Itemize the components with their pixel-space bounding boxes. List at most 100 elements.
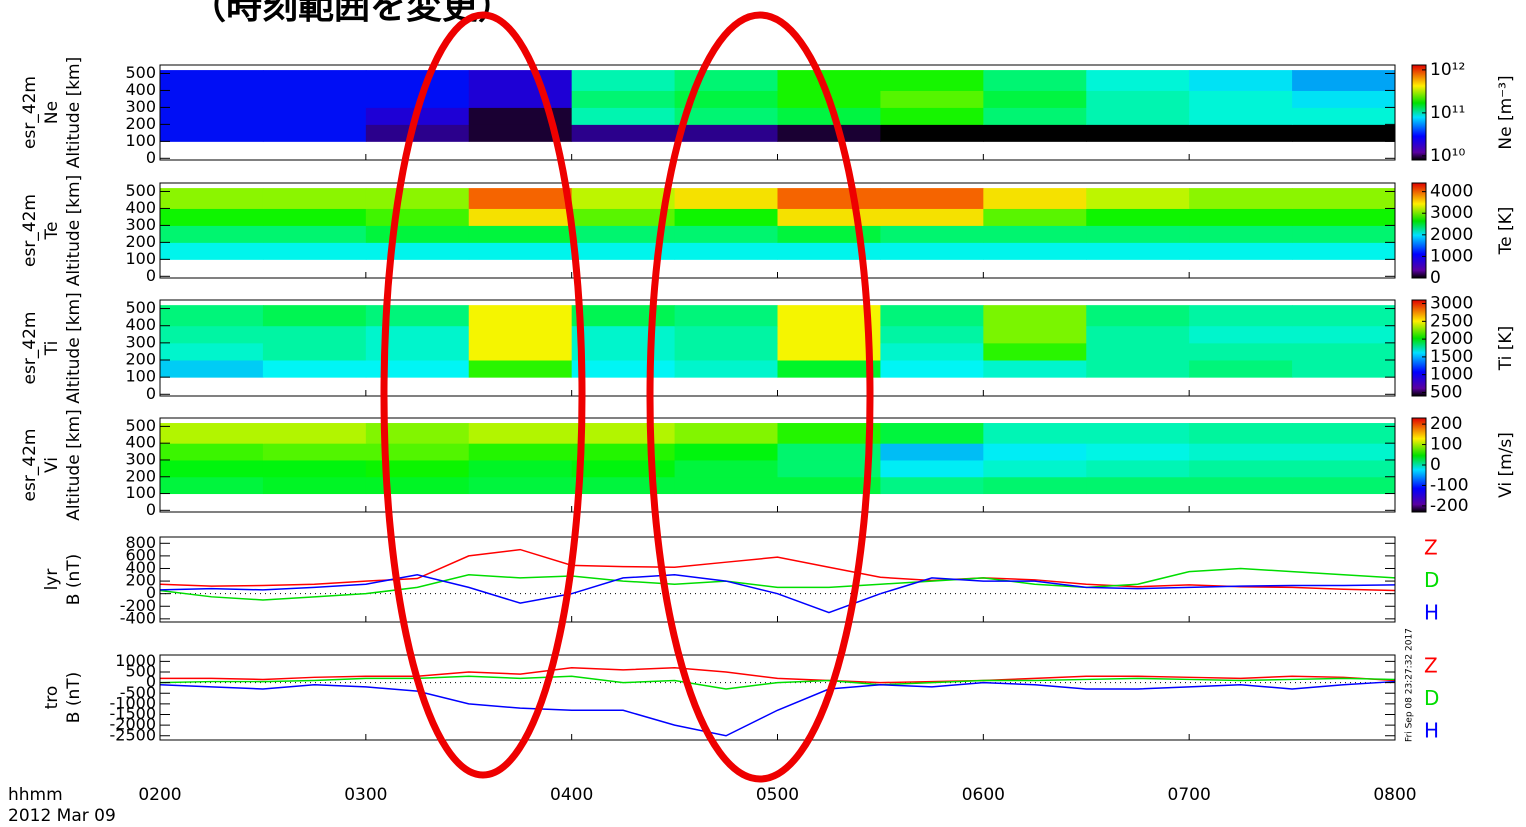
heatmap-cell — [1189, 423, 1293, 444]
heatmap-cell — [468, 225, 573, 243]
heatmap-cell — [262, 225, 367, 243]
heatmap-cell — [365, 459, 470, 478]
plot-frame — [159, 536, 1396, 623]
heatmap-cell — [262, 188, 367, 209]
heatmap-cell — [160, 459, 264, 478]
heatmap-cell — [1189, 305, 1293, 327]
data-line — [159, 567, 1396, 601]
heatmap-cell — [160, 90, 264, 108]
y-tick-label: 200 — [125, 350, 156, 369]
legend-label: H — [1424, 601, 1439, 625]
legend-label: Z — [1424, 654, 1438, 678]
heatmap-cell — [1189, 325, 1293, 344]
y-axis-label: esr_42m — [20, 312, 40, 385]
y-tick-label: 300 — [125, 332, 156, 351]
heatmap-cell — [880, 342, 984, 361]
heatmap-cell — [674, 443, 778, 461]
colorbar-tick-label: 10¹¹ — [1430, 103, 1465, 123]
y-axis-label: Ne — [42, 101, 62, 124]
heatmap-cell — [160, 360, 264, 378]
y-tick-label: 0 — [146, 384, 156, 403]
heatmap-cell — [571, 208, 676, 226]
heatmap-cell — [365, 242, 470, 260]
heatmap-cell — [1189, 459, 1293, 478]
heatmap-cell — [571, 225, 676, 243]
colorbar-label: Ti [K] — [1496, 326, 1516, 371]
y-tick-label: -2000 — [110, 715, 157, 734]
y-axis-label: esr_42m — [20, 429, 40, 502]
heatmap-cell — [160, 423, 264, 444]
colorbar-tick-label: 0 — [1430, 455, 1441, 475]
heatmap-cell — [571, 70, 676, 91]
heatmap-cell — [674, 423, 778, 444]
heatmap-cell — [1086, 325, 1190, 344]
heatmap-cell — [674, 242, 778, 260]
heatmap-cell — [365, 188, 470, 209]
colorbar-tick-label: 200 — [1430, 414, 1462, 434]
colorbar-tick-label: 0 — [1430, 268, 1441, 288]
y-tick-label: 200 — [125, 571, 156, 590]
heatmap-cell — [1189, 188, 1293, 209]
colorbar-tick-label: 3000 — [1430, 203, 1473, 223]
heatmap-cell — [674, 325, 778, 344]
heatmap-cell — [1189, 225, 1293, 243]
heatmap-cell — [365, 70, 470, 91]
heatmap-cell — [674, 476, 778, 495]
heatmap-cell — [777, 124, 881, 142]
heatmap-cell — [468, 476, 573, 495]
heatmap-cell — [983, 360, 1087, 378]
y-axis-label: Altitude [km] — [64, 175, 84, 287]
heatmap-cell — [468, 305, 573, 327]
colorbar — [1411, 182, 1427, 279]
y-tick-label: 100 — [125, 131, 156, 150]
heatmap-cell — [468, 360, 573, 378]
heatmap-cell — [1086, 90, 1190, 108]
heatmap-cell — [160, 342, 264, 361]
heatmap-cell — [468, 70, 573, 91]
heatmap-cell — [1292, 325, 1396, 344]
data-line — [160, 666, 1396, 684]
heatmap-cell — [1189, 70, 1293, 91]
heatmap-cell — [777, 360, 881, 378]
heatmap-cell — [880, 476, 984, 495]
y-axis-label: lyr — [42, 569, 62, 591]
heatmap-cell — [468, 423, 573, 444]
heatmap-cell — [1086, 124, 1190, 142]
colorbar-tick-label: 1500 — [1430, 347, 1473, 367]
heatmap-cell — [880, 70, 984, 91]
heatmap-cell — [1292, 107, 1396, 125]
heatmap-cell — [777, 70, 881, 91]
data-line — [159, 574, 1396, 614]
y-tick-label: -500 — [120, 683, 156, 702]
colorbar-tick-label: -100 — [1430, 475, 1469, 495]
heatmap-cell — [880, 305, 984, 327]
heatmap-cell — [468, 342, 573, 361]
y-tick-label: 0 — [146, 672, 156, 691]
heatmap-cell — [1292, 225, 1396, 243]
heatmap-cell — [571, 90, 676, 108]
x-tick-label: 0400 — [550, 785, 593, 805]
heatmap-cell — [983, 124, 1087, 142]
heatmap-cell — [1086, 443, 1190, 461]
heatmap-cell — [983, 476, 1087, 495]
x-tick-label: 0600 — [962, 785, 1005, 805]
y-axis-label: esr_42m — [20, 194, 40, 267]
heatmap-cell — [674, 305, 778, 327]
heatmap-cell — [571, 342, 676, 361]
plot-frame — [159, 654, 1396, 741]
heatmap-cell — [571, 443, 676, 461]
heatmap-cell — [1086, 423, 1190, 444]
heatmap-cell — [777, 188, 881, 209]
heatmap-cell — [674, 188, 778, 209]
heatmap-cell — [674, 208, 778, 226]
heatmap-cell — [1086, 208, 1190, 226]
y-tick-label: 500 — [125, 63, 156, 82]
heatmap-cell — [365, 208, 470, 226]
heatmap-cell — [365, 360, 470, 378]
heatmap-cell — [1189, 124, 1293, 142]
colorbar-label: Te [K] — [1496, 207, 1516, 256]
heatmap-cell — [571, 242, 676, 260]
heatmap-cell — [880, 225, 984, 243]
heatmap-cell — [468, 90, 573, 108]
legend-label: Z — [1424, 536, 1438, 560]
